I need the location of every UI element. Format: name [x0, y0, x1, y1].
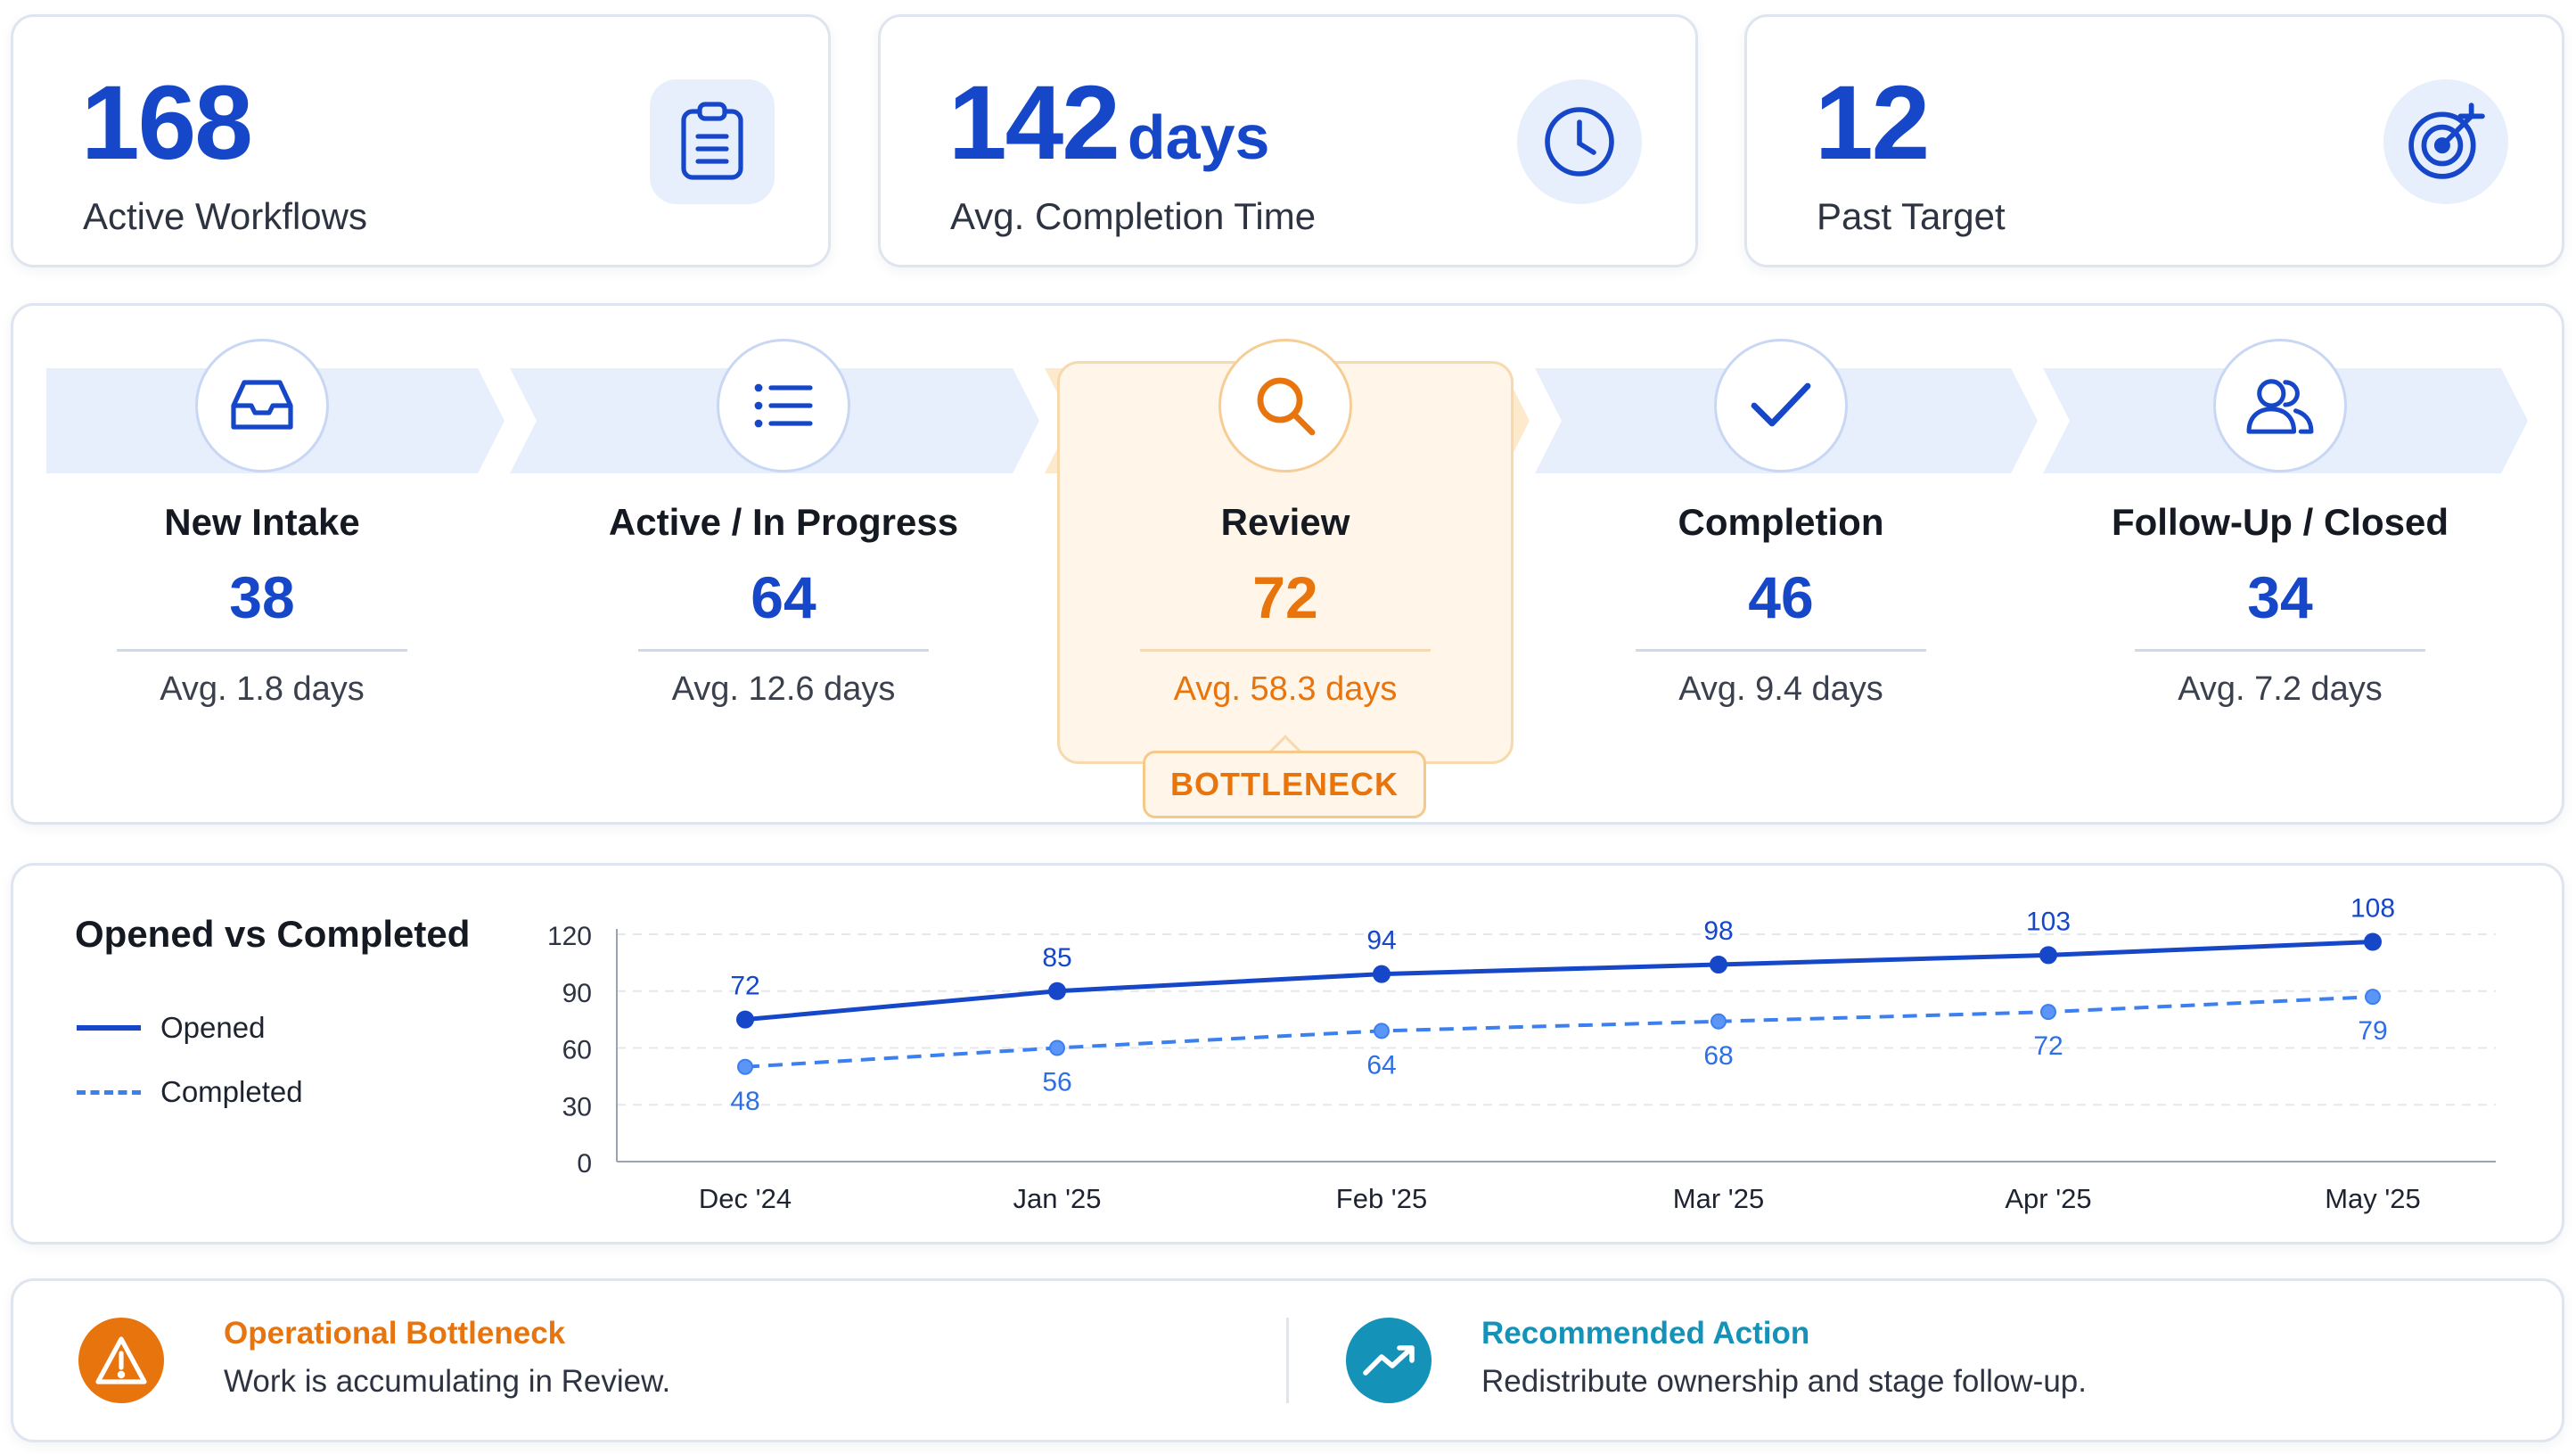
- completed-data-label: 68: [1703, 1041, 1733, 1071]
- completed-point: [2040, 1004, 2056, 1021]
- line-chart: 0 30 60 90 120 Dec '24 Jan '25 Feb '25 Mar '25 Ap…: [547, 894, 2496, 1214]
- check-icon: [1714, 339, 1848, 472]
- stage-name: Review: [1220, 501, 1350, 543]
- legend-solid-line: [77, 1025, 141, 1031]
- kpi-value: 142 days: [948, 64, 1270, 182]
- completed-point: [1374, 1023, 1390, 1039]
- stage-avg: Avg. 7.2 days: [2178, 670, 2383, 708]
- bottleneck-insight-text: Work is accumulating in Review.: [224, 1364, 671, 1399]
- x-tick-label: Dec '24: [699, 1183, 792, 1214]
- completed-point: [1710, 1013, 1727, 1030]
- action-insight-title: Recommended Action: [1481, 1316, 1810, 1351]
- stage-count: 38: [229, 564, 295, 630]
- stage-avg: Avg. 9.4 days: [1678, 670, 1883, 708]
- x-tick-label: Jan '25: [1013, 1183, 1102, 1214]
- opened-data-label: 103: [2026, 907, 2071, 936]
- kpi-label: Active Workflows: [83, 195, 367, 237]
- y-tick-label: 60: [562, 1036, 592, 1065]
- chart-card: [11, 863, 2564, 1245]
- completed-data-label: 64: [1366, 1050, 1396, 1080]
- opened-data-label: 94: [1366, 926, 1396, 956]
- kpi-value: 168: [81, 64, 253, 182]
- stage-divider: [2135, 649, 2425, 652]
- x-tick-label: Mar '25: [1673, 1183, 1764, 1214]
- opened-series-line: [744, 940, 2374, 1023]
- opened-data-label: 98: [1703, 916, 1733, 946]
- stage-name: Completion: [1678, 501, 1884, 543]
- opened-data-label: 85: [1042, 943, 1071, 973]
- opened-point: [1048, 982, 1066, 1000]
- stage-avg: Avg. 58.3 days: [1173, 670, 1398, 708]
- opened-point: [1373, 965, 1391, 983]
- bottleneck-badge: BOTTLENECK: [1143, 751, 1426, 818]
- x-tick-label: Apr '25: [2005, 1183, 2091, 1214]
- opened-point: [736, 1010, 754, 1029]
- stage-divider: [1636, 649, 1926, 652]
- completed-point: [737, 1058, 753, 1075]
- stage-count: 46: [1748, 564, 1814, 630]
- legend-completed[interactable]: Completed: [77, 1075, 303, 1109]
- opened-point: [2039, 946, 2057, 965]
- legend-label: Opened: [160, 1011, 266, 1044]
- kpi-unit: days: [1127, 103, 1270, 172]
- stage-name: Follow-Up / Closed: [2112, 501, 2449, 543]
- stage-divider: [117, 649, 407, 652]
- search-icon: [1218, 339, 1352, 472]
- kpi-label: Past Target: [1817, 195, 2006, 237]
- stage-name: Active / In Progress: [608, 501, 959, 543]
- chart-title: Opened vs Completed: [75, 913, 471, 955]
- legend-opened[interactable]: Opened: [77, 1011, 265, 1045]
- x-tick-label: May '25: [2325, 1183, 2421, 1214]
- warning-icon: [78, 1318, 164, 1403]
- stage-count: 64: [751, 564, 816, 630]
- opened-data-label: 108: [2350, 894, 2395, 924]
- kpi-card-past-target[interactable]: 12 Past Target: [1744, 14, 2564, 267]
- opened-data-label: 72: [730, 972, 759, 1001]
- completed-data-label: 79: [2358, 1016, 2387, 1046]
- completed-data-label: 48: [730, 1087, 759, 1116]
- clipboard-icon: [650, 79, 775, 204]
- legend-dashed-line: [77, 1089, 141, 1095]
- bottleneck-insight-title: Operational Bottleneck: [224, 1316, 566, 1351]
- stage-avg: Avg. 1.8 days: [160, 670, 365, 708]
- stage-count: 72: [1252, 564, 1318, 630]
- completed-point: [1049, 1039, 1065, 1056]
- y-tick-label: 0: [577, 1149, 592, 1179]
- action-insight-text: Redistribute ownership and stage follow-…: [1481, 1364, 2087, 1399]
- kpi-label: Avg. Completion Time: [950, 195, 1317, 237]
- completed-data-label: 56: [1042, 1068, 1071, 1097]
- stage-avg: Avg. 12.6 days: [671, 670, 896, 708]
- clock-icon: [1517, 79, 1642, 204]
- legend-label: Completed: [160, 1075, 303, 1108]
- completed-data-label: 72: [2033, 1031, 2063, 1061]
- stage-name: New Intake: [164, 501, 360, 543]
- y-tick-label: 120: [547, 922, 592, 951]
- users-icon: [2213, 339, 2347, 472]
- completed-point: [2365, 989, 2381, 1006]
- x-tick-label: Feb '25: [1336, 1183, 1427, 1214]
- inbox-icon: [195, 339, 329, 472]
- completed-series-line: [744, 995, 2374, 1069]
- kpi-card-avg-completion[interactable]: 142 days Avg. Completion Time: [878, 14, 1698, 267]
- kpi-value: 12: [1815, 64, 1930, 182]
- list-icon: [717, 339, 850, 472]
- trending-up-icon: [1346, 1318, 1432, 1403]
- insights-card: [11, 1278, 2564, 1442]
- y-tick-label: 30: [562, 1092, 592, 1121]
- stage-count: 34: [2247, 564, 2313, 630]
- opened-point: [1710, 956, 1727, 973]
- stage-divider: [1140, 649, 1431, 652]
- insight-divider: [1286, 1318, 1289, 1403]
- y-tick-label: 90: [562, 979, 592, 1008]
- target-icon: [2383, 79, 2508, 204]
- opened-point: [2364, 932, 2382, 951]
- stage-divider: [638, 649, 929, 652]
- kpi-card-active-workflows[interactable]: 168 Active Workflows: [11, 14, 831, 267]
